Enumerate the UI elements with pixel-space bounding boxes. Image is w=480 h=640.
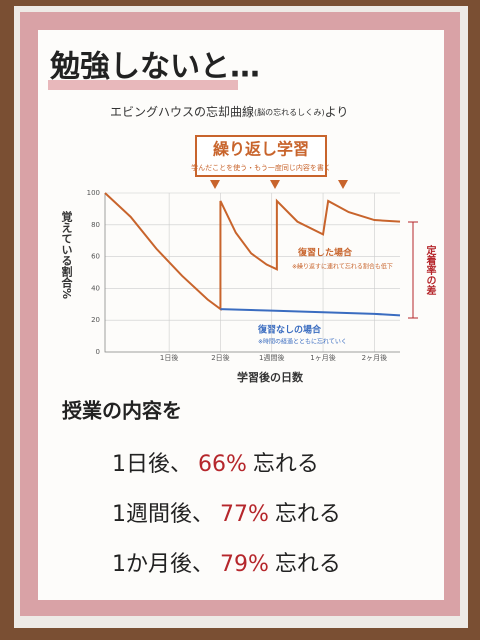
summary-heading: 授業の内容を <box>62 399 182 423</box>
x-tick-label: 2日後 <box>211 353 229 362</box>
y-axis-label: 覚えている割合% <box>60 210 74 299</box>
reviewed-note: ※繰り返すに連れて忘れる割合も低下 <box>292 263 393 271</box>
x-tick-label: 1ヶ月後 <box>310 353 335 362</box>
title: 勉強しないと… <box>49 50 260 85</box>
summary-verb: 忘れる <box>275 552 341 577</box>
gap-bracket <box>408 221 418 319</box>
gap-label: 定着率の差 <box>424 244 437 295</box>
y-tick-label: 100 <box>87 189 100 197</box>
summary-verb: 忘れる <box>275 502 341 527</box>
summary-when: 1週間後、 <box>112 502 214 527</box>
y-tick-label: 80 <box>91 221 100 229</box>
unreviewed-note: ※時間の経過とともに忘れていく <box>258 338 347 346</box>
y-tick-label: 40 <box>91 284 100 292</box>
x-tick-label: 1週間後 <box>259 353 284 362</box>
subtitle-note: (脳の忘れるしくみ) <box>254 107 325 117</box>
summary-percent: 79% <box>220 552 269 577</box>
summary-percent: 77% <box>220 502 269 527</box>
series-line <box>104 192 401 312</box>
series-line <box>220 308 401 317</box>
callout-note: 学んだことを使う・もう一度同じ内容を書く <box>191 163 331 172</box>
y-tick-label: 0 <box>96 348 100 356</box>
summary-verb: 忘れる <box>253 452 319 477</box>
summary-line: 1日後、 66% 忘れる <box>112 452 319 477</box>
reviewed-label: 復習した場合 <box>297 247 353 259</box>
summary-percent: 66% <box>198 452 247 477</box>
callout-title: 繰り返し学習 <box>213 140 309 159</box>
x-tick-label: 1日後 <box>160 353 178 362</box>
subtitle-main: エビングハウスの忘却曲線 <box>110 104 254 119</box>
summary-line: 1か月後、 79% 忘れる <box>112 552 341 577</box>
summary-line: 1週間後、 77% 忘れる <box>112 502 341 527</box>
summary-when: 1か月後、 <box>112 552 214 577</box>
unreviewed-label: 復習なしの場合 <box>257 324 322 336</box>
axes <box>104 193 400 353</box>
callout-box <box>195 135 327 177</box>
plot: 0 20 40 60 80 100 1日後 2日後 1週間後 1ヶ月後 2ヶ月後 <box>87 189 401 362</box>
poster-panel <box>38 30 444 600</box>
subtitle-tail: より <box>325 105 349 119</box>
y-tick-label: 60 <box>91 253 100 261</box>
x-axis-label: 学習後の日数 <box>237 370 304 384</box>
x-tick-label: 2ヶ月後 <box>362 353 387 362</box>
y-tick-label: 20 <box>91 316 100 324</box>
subtitle: エビングハウスの忘却曲線(脳の忘れるしくみ)より <box>110 104 348 119</box>
title-underline <box>48 80 238 90</box>
summary-when: 1日後、 <box>112 452 192 477</box>
